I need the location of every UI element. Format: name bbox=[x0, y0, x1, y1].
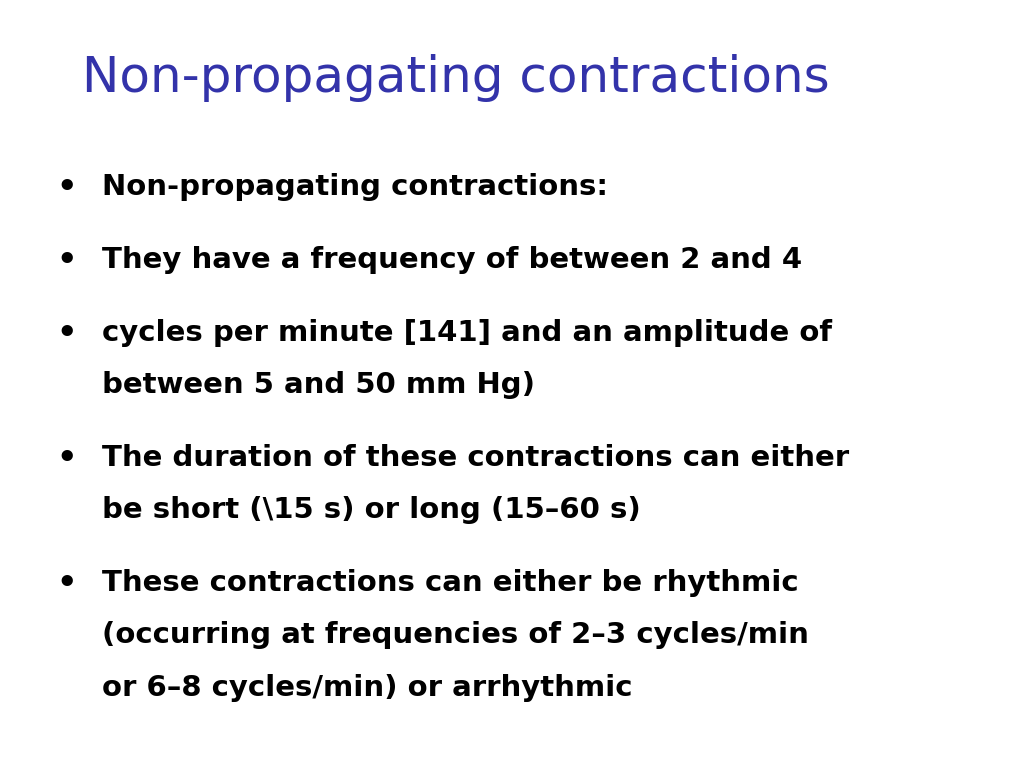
Text: or 6–8 cycles/min) or arrhythmic: or 6–8 cycles/min) or arrhythmic bbox=[102, 674, 633, 701]
Text: •: • bbox=[56, 444, 77, 475]
Text: Non-propagating contractions:: Non-propagating contractions: bbox=[102, 173, 608, 200]
Text: •: • bbox=[56, 246, 77, 276]
Text: cycles per minute [141] and an amplitude of: cycles per minute [141] and an amplitude… bbox=[102, 319, 833, 346]
Text: •: • bbox=[56, 319, 77, 349]
Text: (occurring at frequencies of 2–3 cycles/min: (occurring at frequencies of 2–3 cycles/… bbox=[102, 621, 809, 649]
Text: The duration of these contractions can either: The duration of these contractions can e… bbox=[102, 444, 850, 472]
Text: between 5 and 50 mm Hg): between 5 and 50 mm Hg) bbox=[102, 371, 536, 399]
Text: be short (\15 s) or long (15–60 s): be short (\15 s) or long (15–60 s) bbox=[102, 496, 641, 524]
Text: These contractions can either be rhythmic: These contractions can either be rhythmi… bbox=[102, 569, 799, 597]
Text: •: • bbox=[56, 569, 77, 600]
Text: They have a frequency of between 2 and 4: They have a frequency of between 2 and 4 bbox=[102, 246, 803, 273]
Text: Non-propagating contractions: Non-propagating contractions bbox=[82, 54, 829, 102]
Text: •: • bbox=[56, 173, 77, 204]
